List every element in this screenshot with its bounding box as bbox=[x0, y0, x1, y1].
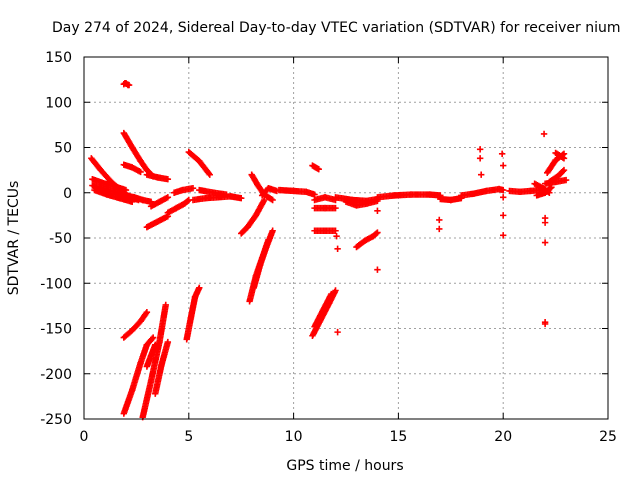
data-point bbox=[238, 194, 245, 202]
data-point bbox=[559, 167, 567, 175]
y-tick-label: -50 bbox=[49, 231, 72, 247]
data-point bbox=[196, 284, 203, 291]
y-tick-label: -250 bbox=[40, 412, 72, 428]
data-point bbox=[541, 219, 549, 226]
data-point bbox=[560, 166, 568, 174]
gridlines bbox=[84, 57, 608, 419]
data-point bbox=[540, 130, 548, 138]
data-point bbox=[334, 328, 341, 336]
data-point bbox=[152, 341, 159, 348]
x-axis-label: GPS time / hours bbox=[286, 458, 403, 474]
x-tick-label: 0 bbox=[80, 429, 89, 445]
data-point bbox=[164, 338, 172, 346]
y-tick-label: 0 bbox=[63, 186, 72, 202]
data-point bbox=[164, 194, 172, 201]
data-point bbox=[476, 146, 484, 153]
data-point bbox=[122, 186, 130, 194]
data-marks bbox=[88, 80, 570, 421]
data-point bbox=[164, 175, 172, 183]
chart-title: Day 274 of 2024, Sidereal Day-to-day VTE… bbox=[52, 20, 621, 36]
data-point bbox=[142, 310, 150, 317]
y-tick-label: -100 bbox=[40, 276, 72, 292]
data-point bbox=[500, 186, 507, 194]
data-point bbox=[269, 227, 276, 234]
y-tick-label: -200 bbox=[40, 367, 72, 383]
data-point bbox=[205, 170, 213, 177]
y-axis-label: SDTVAR / TECUs bbox=[6, 181, 22, 296]
data-point bbox=[476, 155, 484, 162]
y-tick-label: 100 bbox=[45, 95, 72, 111]
data-point bbox=[562, 176, 570, 184]
y-tick-label: 150 bbox=[45, 50, 72, 66]
data-point bbox=[148, 335, 156, 342]
data-point bbox=[311, 191, 318, 198]
data-point bbox=[560, 155, 568, 162]
data-point bbox=[477, 171, 485, 178]
data-point bbox=[541, 239, 549, 246]
data-point bbox=[373, 230, 380, 237]
data-point bbox=[500, 212, 507, 219]
data-point bbox=[149, 334, 157, 341]
y-tick-label: 50 bbox=[54, 141, 72, 157]
data-point bbox=[332, 287, 339, 294]
data-point bbox=[498, 150, 506, 158]
data-point bbox=[223, 191, 230, 198]
x-tick-label: 20 bbox=[494, 429, 512, 445]
data-point bbox=[328, 290, 335, 298]
data-point bbox=[124, 81, 132, 89]
x-tick-label: 15 bbox=[389, 429, 407, 445]
data-point bbox=[315, 166, 322, 173]
x-tick-label: 10 bbox=[285, 429, 303, 445]
data-point bbox=[436, 225, 443, 233]
data-point bbox=[162, 301, 169, 309]
data-point bbox=[436, 216, 443, 224]
data-point bbox=[269, 196, 276, 204]
data-point bbox=[374, 207, 381, 215]
x-tick-label: 25 bbox=[599, 429, 617, 445]
data-point bbox=[333, 232, 340, 240]
data-point bbox=[261, 196, 268, 204]
data-point bbox=[332, 227, 339, 234]
data-point bbox=[137, 168, 144, 176]
x-tick-label: 5 bbox=[184, 429, 193, 445]
data-point bbox=[206, 171, 213, 178]
data-point bbox=[332, 204, 339, 212]
data-point bbox=[334, 245, 341, 253]
data-point bbox=[374, 266, 381, 273]
data-point bbox=[184, 197, 191, 205]
data-point bbox=[541, 320, 549, 328]
axis-ticks: 0 5 10 15 20 25 -250 -200 -150 -100 -50 0 50 100 150 bbox=[40, 50, 617, 445]
data-point bbox=[500, 194, 507, 201]
data-point bbox=[374, 229, 381, 236]
data-point bbox=[500, 162, 507, 169]
data-point bbox=[189, 185, 197, 192]
data-point bbox=[143, 309, 151, 316]
y-tick-label: -150 bbox=[40, 322, 72, 338]
data-point bbox=[500, 232, 507, 239]
